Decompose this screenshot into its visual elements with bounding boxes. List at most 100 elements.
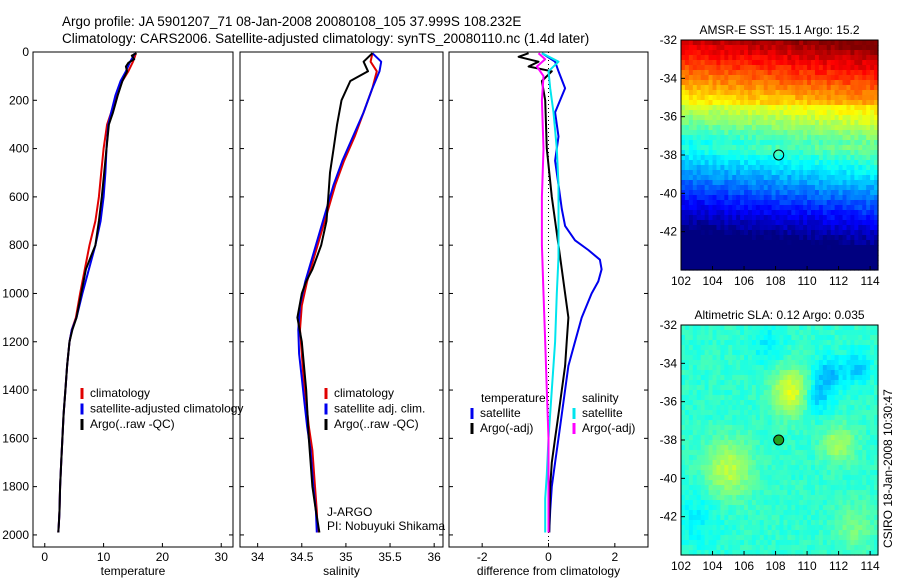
heatmap-cell [811,490,816,496]
heatmap-cell [704,505,710,511]
heatmap-cell [795,165,800,171]
heatmap-cell [814,75,820,81]
heatmap-cell [826,80,832,86]
heatmap-cell [736,460,741,466]
heatmap-cell [763,265,769,271]
heatmap-cell [696,220,702,226]
heatmap-cell [870,440,875,446]
heatmap-cell [681,215,686,221]
heatmap-cell [826,445,832,451]
heatmap-cell [830,480,836,486]
heatmap-cell [712,340,718,346]
heatmap-cell [818,115,824,121]
heatmap-cell [826,410,832,416]
heatmap-cell [799,365,804,371]
heatmap-cell [799,330,804,336]
heatmap-cell [744,475,749,481]
heatmap-cell [807,400,812,406]
heatmap-cell [716,360,721,366]
heatmap-cell [799,440,804,446]
heatmap-cell [700,430,706,436]
heatmap-cell [696,505,702,511]
heatmap-cell [775,380,781,386]
heatmap-cell [834,480,840,486]
heatmap-cell [838,140,844,146]
heatmap-cell [818,505,824,511]
heatmap-cell [724,530,729,536]
heatmap-cell [720,120,725,126]
heatmap-cell [696,485,702,491]
heatmap-cell [822,205,828,211]
heatmap-cell [744,390,749,396]
heatmap-cell [834,385,840,391]
heatmap-cell [874,425,879,431]
heatmap-cell [811,500,816,506]
heatmap-cell [732,235,737,241]
heatmap-cell [795,385,800,391]
y-tick-label: 800 [9,238,29,252]
heatmap-cell [732,335,737,341]
heatmap-cell [732,50,737,56]
heatmap-cell [747,175,753,181]
heatmap-cell [720,180,725,186]
heatmap-cell [842,395,848,401]
heatmap-cell [826,465,832,471]
heatmap-cell [744,375,749,381]
heatmap-cell [704,440,710,446]
heatmap-cell [744,510,749,516]
heatmap-cell [688,525,694,531]
heatmap-cell [700,135,706,141]
heatmap-cell [755,475,761,481]
heatmap-cell [834,105,840,111]
heatmap-cell [716,170,721,176]
heatmap-cell [681,125,686,131]
heatmap-cell [830,210,836,216]
heatmap-cell [688,420,694,426]
heatmap-cell [850,150,855,156]
heatmap-cell [834,340,840,346]
heatmap-cell [862,480,867,486]
heatmap-cell [870,40,875,46]
heatmap-cell [842,535,848,541]
heatmap-cell [747,380,753,386]
heatmap-cell [870,360,875,366]
heatmap-cell [795,195,800,201]
heatmap-cell [791,515,796,521]
heatmap-cell [751,520,757,526]
heatmap-cell [842,415,848,421]
heatmap-cell [811,405,816,411]
heatmap-cell [807,485,812,491]
salinity-panel: 34 34.5 35 35.5 36salinityclimatologysatelli… [239,51,444,578]
heatmap-cell [799,260,804,266]
heatmap-cell [751,530,757,536]
heatmap-cell [747,510,753,516]
heatmap-cell [744,525,749,531]
heatmap-cell [818,385,824,391]
heatmap-cell [708,495,714,501]
heatmap-cell [720,115,725,121]
heatmap-cell [716,460,721,466]
heatmap-cell [854,490,859,496]
heatmap-cell [811,435,816,441]
heatmap-cell [807,515,812,521]
heatmap-cell [767,525,773,531]
heatmap-cell [720,390,725,396]
heatmap-cell [759,225,765,231]
heatmap-cell [838,150,844,156]
heatmap-cell [818,65,824,71]
heatmap-cell [767,150,773,156]
heatmap-cell [834,115,840,121]
heatmap-cell [700,115,706,121]
heatmap-cell [684,490,690,496]
heatmap-cell [775,80,781,86]
heatmap-cell [744,130,749,136]
heatmap-cell [846,365,852,371]
heatmap-cell [771,340,777,346]
heatmap-cell [755,390,761,396]
heatmap-cell [747,540,753,546]
heatmap-cell [716,65,721,71]
heatmap-cell [814,395,820,401]
heatmap-cell [783,530,788,536]
heatmap-cell [870,485,875,491]
heatmap-cell [870,45,875,51]
